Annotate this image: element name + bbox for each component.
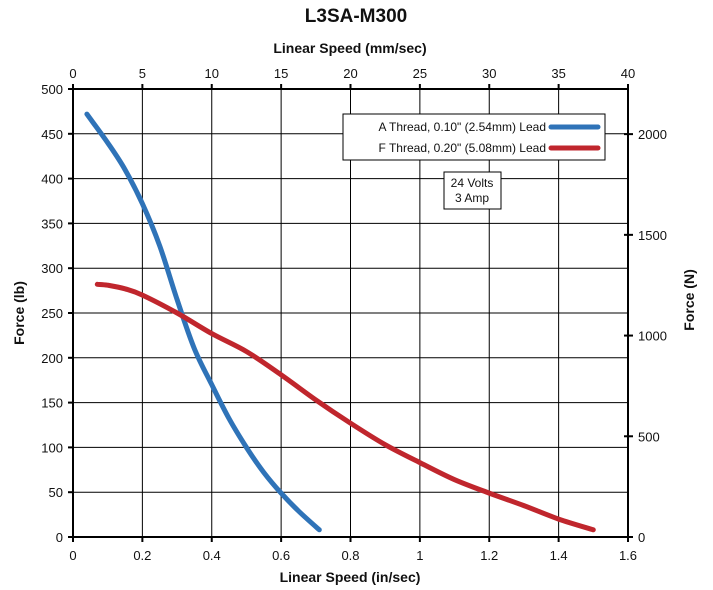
x-tick-label: 0 (69, 548, 76, 563)
y-tick-label: 0 (56, 530, 63, 545)
y-tick-label: 350 (41, 216, 63, 231)
left-axis-title: Force (lb) (11, 281, 27, 345)
x2-tick-label: 0 (69, 66, 76, 81)
legend: A Thread, 0.10" (2.54mm) Lead F Thread, … (342, 113, 606, 161)
y-tick-label: 100 (41, 440, 63, 455)
legend-box (342, 113, 606, 161)
chart-title: L3SA-M300 (305, 6, 407, 27)
x-tick-label: 0.2 (133, 548, 151, 563)
y-tick-label: 300 (41, 261, 63, 276)
y-tick-label: 500 (41, 82, 63, 97)
bottom-axis-title: Linear Speed (in/sec) (280, 569, 421, 585)
voltage-note: 24 Volts 3 Amp (443, 171, 502, 210)
right-axis-title: Force (N) (681, 269, 697, 330)
x-tick-label: 1 (416, 548, 423, 563)
x2-tick-label: 40 (621, 66, 635, 81)
legend-label-a-thread: A Thread, 0.10" (2.54mm) Lead (379, 120, 546, 134)
x2-tick-label: 20 (343, 66, 357, 81)
y2-tick-label: 0 (638, 530, 645, 545)
left-tick-labels: 0 50 100 150 200 250 300 350 400 450 500 (41, 82, 63, 545)
series-line-f-thread (94, 281, 596, 533)
x2-tick-label: 5 (139, 66, 146, 81)
bottom-tick-labels: 0 0.2 0.4 0.6 0.8 1 1.2 1.4 1.6 (69, 548, 637, 563)
y-tick-label: 450 (41, 127, 63, 142)
y2-tick-label: 500 (638, 429, 660, 444)
y-tick-label: 250 (41, 306, 63, 321)
top-tick-labels: 0 5 10 15 20 25 30 35 40 (69, 66, 635, 81)
x2-tick-label: 25 (413, 66, 427, 81)
y-tick-label: 50 (49, 485, 63, 500)
x2-tick-label: 35 (551, 66, 565, 81)
x-tick-label: 0.6 (272, 548, 290, 563)
x-tick-label: 1.6 (619, 548, 637, 563)
y2-tick-label: 1500 (638, 228, 667, 243)
y-tick-label: 200 (41, 351, 63, 366)
y2-tick-label: 1000 (638, 329, 667, 344)
voltage-note-box (443, 171, 502, 210)
top-axis-title: Linear Speed (mm/sec) (273, 40, 426, 56)
series-lines (84, 111, 596, 533)
x-tick-label: 1.2 (480, 548, 498, 563)
y-tick-label: 150 (41, 396, 63, 411)
x-tick-label: 0.8 (341, 548, 359, 563)
x2-tick-label: 30 (482, 66, 496, 81)
legend-label-f-thread: F Thread, 0.20" (5.08mm) Lead (379, 141, 546, 155)
series-line-a-thread (84, 111, 322, 533)
x2-tick-label: 15 (274, 66, 288, 81)
right-tick-labels: 0 500 1000 1500 2000 (638, 127, 667, 545)
x-tick-label: 1.4 (550, 548, 568, 563)
y2-tick-label: 2000 (638, 127, 667, 142)
x2-tick-label: 10 (205, 66, 219, 81)
gridlines (72, 88, 629, 538)
voltage-note-line-1: 24 Volts (451, 176, 494, 190)
voltage-note-line-2: 3 Amp (455, 191, 489, 205)
x-tick-label: 0.4 (203, 548, 221, 563)
y-tick-label: 400 (41, 172, 63, 187)
tick-marks (68, 84, 633, 542)
